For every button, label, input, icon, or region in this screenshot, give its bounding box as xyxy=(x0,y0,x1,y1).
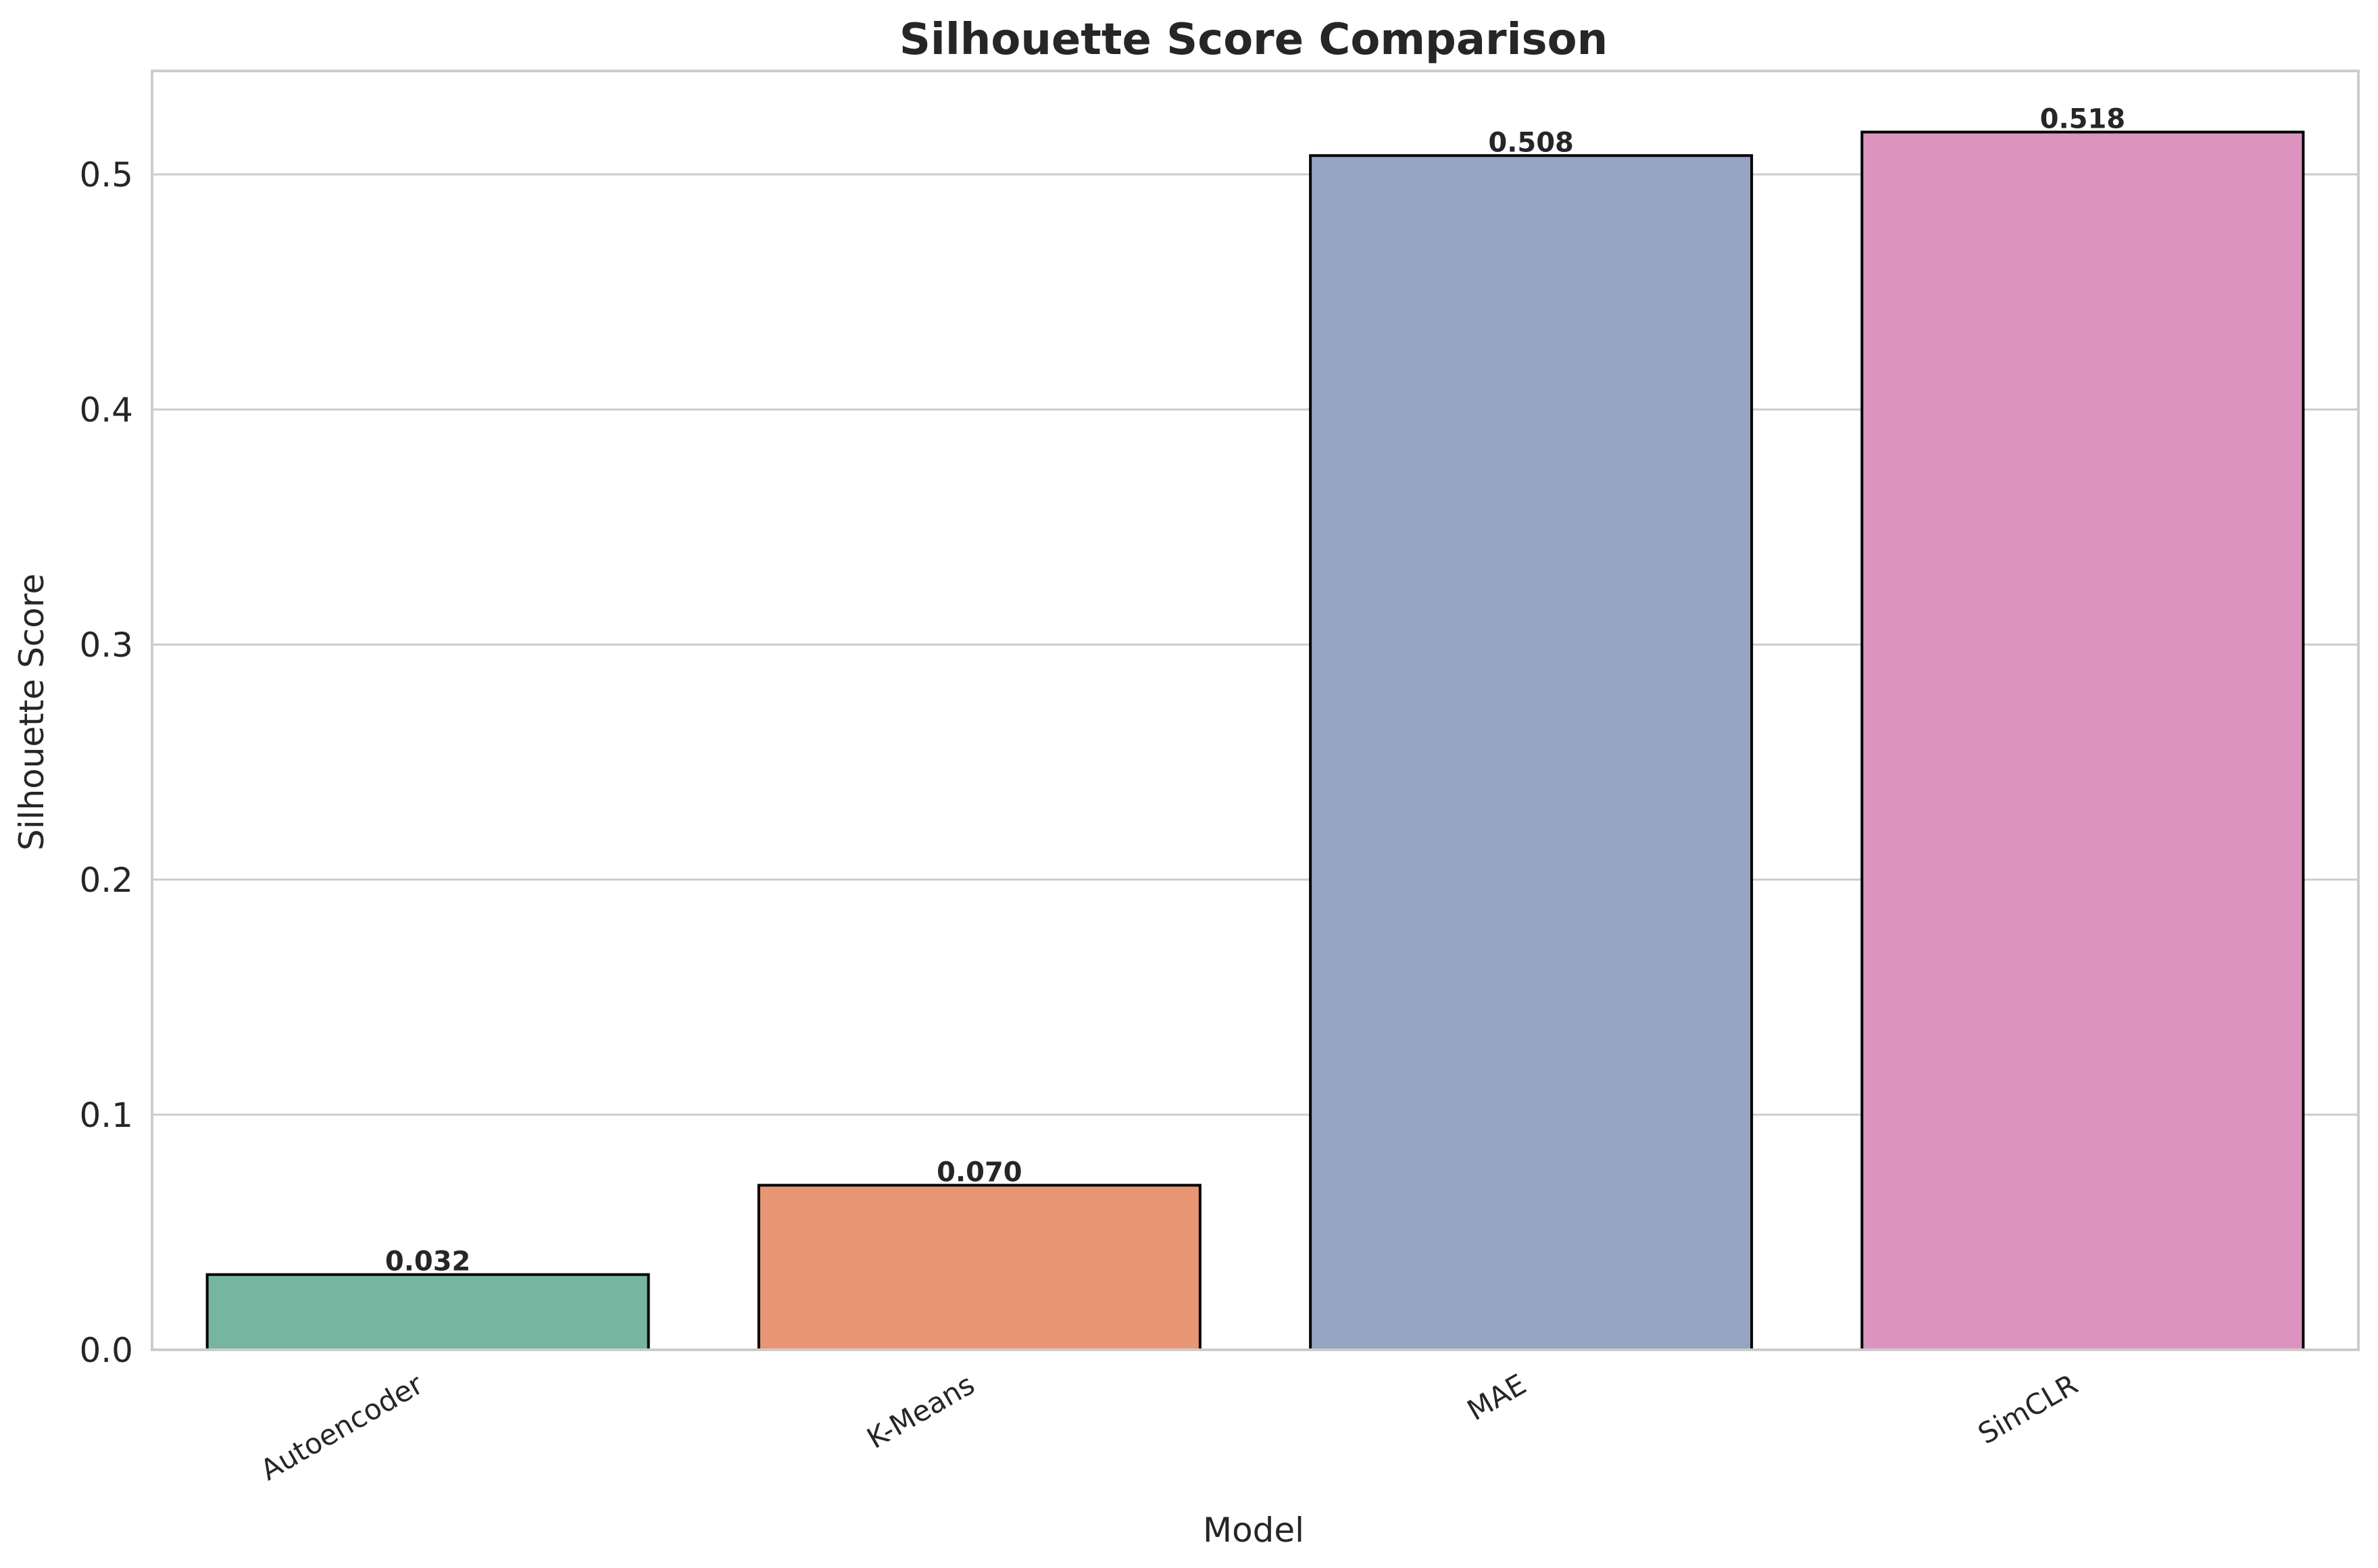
y-tick-label: 0.5 xyxy=(79,155,133,195)
bar-value-label: 0.518 xyxy=(2040,103,2126,134)
y-tick-label: 0.1 xyxy=(79,1096,133,1135)
bar-value-label: 0.032 xyxy=(385,1246,471,1278)
y-tick-label: 0.0 xyxy=(79,1331,133,1370)
x-tick-label: Autoencoder xyxy=(255,1367,429,1487)
x-tick-label: SimCLR xyxy=(1973,1367,2083,1450)
y-tick-label: 0.2 xyxy=(79,861,133,900)
y-axis-label: Silhouette Score xyxy=(12,574,51,851)
bar-autoencoder xyxy=(205,1273,650,1352)
y-axis-ticks: 0.0 0.1 0.2 0.3 0.4 0.5 xyxy=(79,155,133,1370)
bar-k-means xyxy=(757,1184,1202,1351)
bar-value-label: 0.508 xyxy=(1488,127,1574,158)
bar-simclr xyxy=(1860,130,2305,1352)
plot-frame xyxy=(151,70,2360,1351)
bar-value-label: 0.070 xyxy=(937,1157,1022,1188)
x-tick-label: MAE xyxy=(1462,1367,1532,1427)
y-tick-label: 0.4 xyxy=(79,390,133,430)
data-labels: 0.032 0.070 0.508 0.518 xyxy=(385,103,2125,1277)
bars xyxy=(205,130,2305,1352)
bar-mae xyxy=(1309,154,1754,1351)
x-tick-label: K-Means xyxy=(862,1367,981,1455)
x-axis-label: Model xyxy=(1203,1511,1304,1550)
chart-title: Silhouette Score Comparison xyxy=(899,15,1608,65)
y-tick-label: 0.3 xyxy=(79,626,133,665)
x-axis-ticks: Autoencoder K-Means MAE SimCLR xyxy=(255,1367,2083,1487)
